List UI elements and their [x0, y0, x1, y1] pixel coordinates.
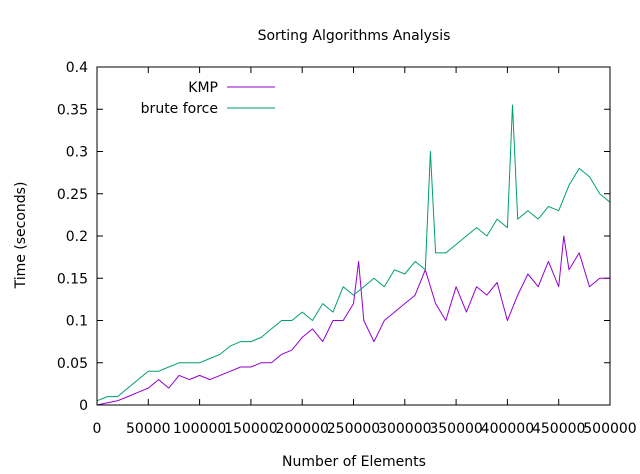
x-tick-label: 500000: [583, 421, 636, 437]
y-axis-label: Time (seconds): [13, 182, 29, 290]
y-tick-label: 0.4: [66, 60, 88, 76]
y-tick-label: 0.05: [57, 356, 88, 372]
legend: KMP brute force: [141, 80, 275, 117]
y-tick-label: 0.3: [66, 145, 88, 161]
x-tick-label: 450000: [532, 421, 585, 437]
x-tick-label: 350000: [429, 421, 482, 437]
plot-area: 0 0.05 0.1 0.15 0.2 0.25 0.3 0.35 0.4 0 50000 10000…: [57, 60, 637, 437]
legend-label: KMP: [188, 80, 218, 96]
x-tick-label: 400000: [481, 421, 534, 437]
x-tick-label: 200000: [275, 421, 328, 437]
y-tick-label: 0: [79, 398, 88, 414]
y-tick-label: 0.15: [57, 271, 88, 287]
x-tick-label: 100000: [173, 421, 226, 437]
legend-label: brute force: [141, 101, 218, 117]
y-tick-label: 0.2: [66, 229, 88, 245]
x-axis-label: Number of Elements: [282, 454, 426, 470]
x-tick-label: 300000: [378, 421, 431, 437]
series-layer: [96, 104, 611, 406]
x-tick-label: 50000: [126, 421, 171, 437]
series-line-brute-force: [96, 104, 611, 402]
series-line-kmp: [96, 235, 610, 406]
chart-title: Sorting Algorithms Analysis: [258, 28, 451, 44]
y-tick-label: 0.35: [57, 102, 88, 118]
x-tick-label: 250000: [327, 421, 380, 437]
y-tick-label: 0.25: [57, 187, 88, 203]
y-tick-label: 0.1: [66, 314, 88, 330]
x-tick-label: 0: [93, 421, 102, 437]
x-tick-label: 150000: [224, 421, 277, 437]
plot-frame: [96, 66, 611, 406]
